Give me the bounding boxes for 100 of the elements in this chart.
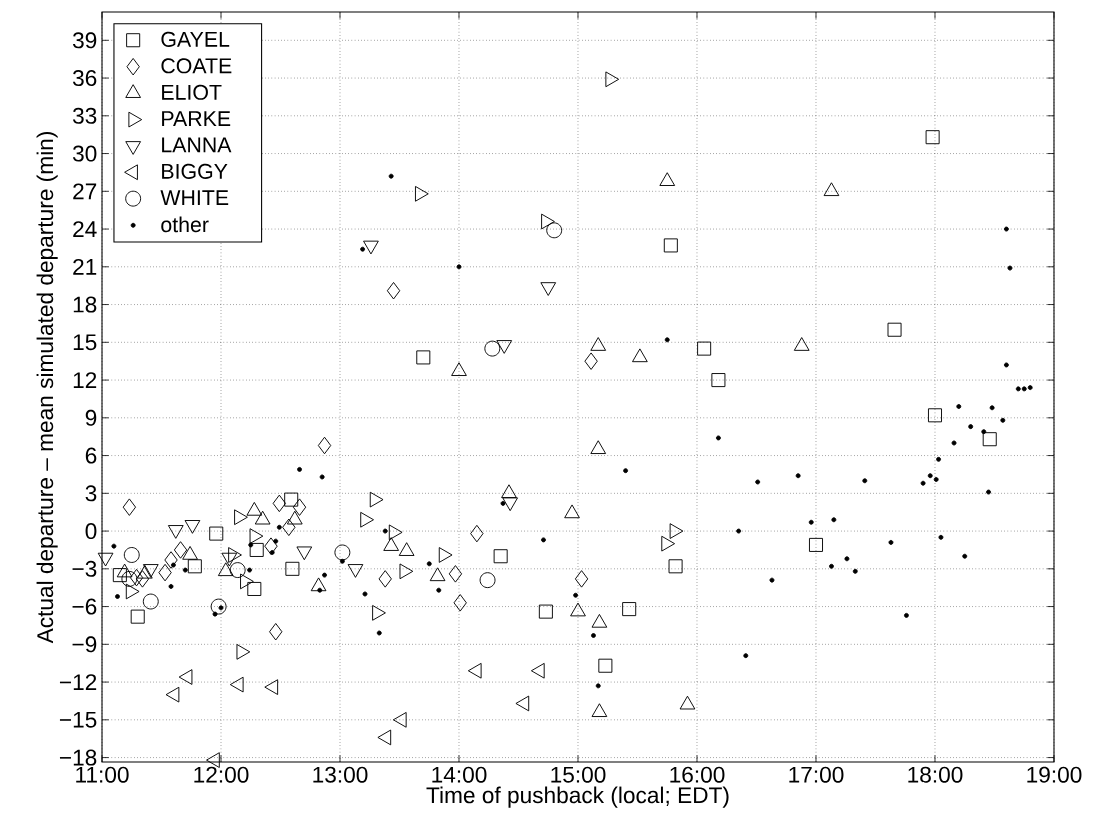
point: [570, 602, 586, 617]
point: [142, 593, 159, 610]
y-tick-label: 30: [72, 145, 97, 162]
point: [574, 570, 589, 588]
y-tick-label: 27: [73, 183, 97, 200]
point: [697, 341, 712, 356]
point: [173, 541, 188, 559]
legend-label: GAYEL: [161, 31, 230, 47]
legend-label: WHITE: [160, 190, 229, 205]
point: [429, 567, 446, 582]
point: [209, 526, 224, 541]
y-tick-label: −6: [72, 598, 97, 615]
point: [286, 510, 303, 525]
x-tick-label: 13:00: [313, 766, 368, 783]
point: [590, 440, 607, 455]
point: [711, 373, 726, 388]
point: [317, 436, 332, 455]
point: [254, 510, 271, 525]
point: [887, 322, 902, 337]
x-tick-label: 16:00: [670, 766, 725, 783]
point: [123, 547, 140, 563]
point: [122, 498, 137, 516]
point: [292, 498, 307, 516]
point: [808, 537, 823, 552]
point: [334, 544, 351, 561]
y-tick-label: 36: [72, 70, 97, 87]
point: [125, 583, 140, 600]
point: [564, 504, 580, 519]
point: [515, 695, 530, 712]
point: [598, 658, 613, 673]
point: [388, 524, 403, 541]
y-tick-label: −12: [59, 674, 97, 690]
point: [249, 542, 264, 557]
x-tick-label: 19:00: [1027, 766, 1082, 783]
point: [360, 511, 374, 528]
legend-label: BIGGY: [162, 163, 228, 179]
point: [285, 561, 300, 576]
point: [135, 570, 150, 588]
legend-label: other: [161, 216, 209, 233]
point: [284, 492, 299, 507]
y-tick-label: 12: [73, 372, 97, 388]
point: [438, 547, 453, 563]
point: [927, 408, 942, 423]
point: [659, 172, 676, 186]
x-axis-title: Time of pushback (local; EDT): [426, 786, 729, 808]
point: [229, 562, 246, 579]
point: [130, 609, 145, 624]
point: [129, 568, 144, 587]
point: [470, 524, 484, 543]
x-tick-label: 11:00: [76, 766, 129, 783]
point: [386, 281, 401, 300]
point: [164, 551, 178, 569]
y-tick-label: 24: [73, 221, 97, 237]
point: [453, 594, 467, 612]
point: [112, 568, 127, 583]
y-tick-label: 15: [73, 334, 97, 351]
point: [668, 559, 683, 574]
point: [264, 537, 278, 555]
point: [448, 565, 463, 583]
point: [377, 729, 392, 746]
point: [479, 572, 496, 589]
point: [538, 604, 553, 619]
point: [264, 679, 279, 695]
point: [484, 340, 501, 357]
point: [416, 350, 431, 365]
y-tick-label: 39: [72, 32, 97, 49]
y-tick-label: −18: [59, 749, 97, 766]
point: [679, 695, 696, 710]
y-tick-label: 3: [85, 485, 97, 502]
x-tick-label: 18:00: [908, 766, 963, 783]
point: [247, 581, 262, 596]
point: [632, 348, 648, 363]
y-tick-label: 0: [85, 523, 97, 540]
point: [269, 623, 283, 641]
y-tick-label: 18: [73, 296, 97, 313]
point: [793, 337, 810, 351]
point: [136, 564, 153, 579]
point: [217, 562, 234, 577]
point: [451, 362, 467, 376]
y-tick-label: −9: [72, 636, 97, 653]
point: [414, 185, 429, 202]
point: [591, 703, 608, 718]
point: [369, 491, 384, 508]
point: [210, 598, 227, 615]
y-tick-label: −15: [59, 711, 97, 728]
point: [663, 238, 678, 253]
point: [383, 537, 400, 551]
point: [982, 432, 997, 447]
y-tick-label: 21: [73, 258, 97, 275]
legend-label: COATE: [161, 58, 232, 74]
point: [925, 130, 940, 145]
point: [378, 570, 392, 588]
y-tick-label: 6: [85, 447, 97, 464]
point: [823, 182, 840, 197]
point: [158, 563, 172, 582]
y-tick-label: −3: [72, 560, 97, 577]
point: [187, 559, 202, 574]
point: [501, 484, 517, 499]
x-tick-label: 14:00: [432, 766, 487, 783]
x-tick-label: 17:00: [789, 766, 844, 783]
